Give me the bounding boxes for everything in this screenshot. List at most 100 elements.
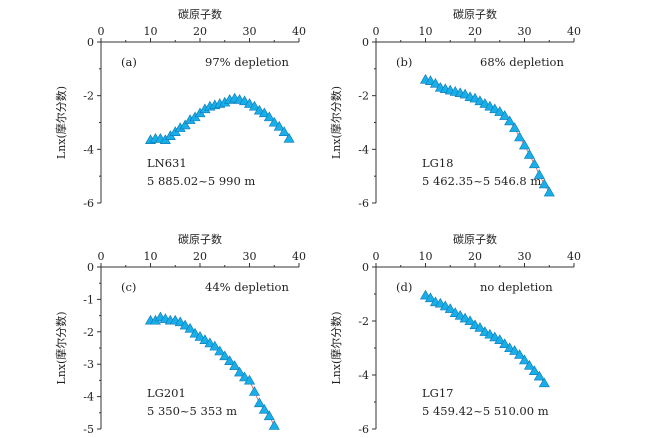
data-point bbox=[263, 410, 275, 421]
x-axis-title: 碳原子数 bbox=[453, 7, 497, 21]
data-point bbox=[424, 292, 436, 303]
data-point bbox=[224, 355, 236, 366]
data-point bbox=[518, 139, 531, 150]
x-axis-title: 碳原子数 bbox=[178, 7, 222, 21]
x-tick-label: 0 bbox=[98, 25, 105, 38]
y-tick-label: -5 bbox=[83, 423, 94, 436]
panel-label: (c) bbox=[121, 280, 136, 294]
data-point bbox=[248, 386, 260, 396]
x-tick-label: 0 bbox=[98, 250, 105, 263]
x-tick-label: 10 bbox=[419, 250, 433, 263]
depth-range: 5 885.02~5 990 m bbox=[147, 174, 255, 188]
data-point bbox=[234, 366, 246, 377]
data-point bbox=[499, 338, 511, 349]
y-tick-label: -2 bbox=[83, 326, 94, 339]
y-tick-label: -6 bbox=[358, 197, 369, 210]
x-tick-label: 40 bbox=[292, 25, 306, 38]
y-tick-label: 0 bbox=[87, 261, 94, 274]
y-tick-label: -3 bbox=[83, 358, 94, 371]
x-tick-label: 0 bbox=[373, 250, 380, 263]
well-name: LG17 bbox=[422, 386, 453, 400]
data-point bbox=[464, 315, 476, 326]
y-axis-title: Lnx(摩尔分数) bbox=[54, 86, 68, 159]
data-point bbox=[258, 107, 270, 118]
data-point bbox=[528, 365, 540, 376]
x-tick-label: 0 bbox=[373, 25, 380, 38]
data-point bbox=[239, 371, 251, 382]
data-point bbox=[174, 316, 186, 327]
x-tick-label: 40 bbox=[567, 25, 581, 38]
well-name: LN631 bbox=[147, 156, 187, 170]
data-point bbox=[253, 397, 265, 408]
data-point bbox=[494, 106, 506, 116]
panel-c: 碳原子数 0 10 20 30 40 0 -1 -2 -3 -4 -5 Lnx(摩尔分数) (c) 44% … bbox=[54, 232, 306, 436]
data-point bbox=[509, 345, 521, 355]
x-tick-label: 20 bbox=[468, 25, 482, 38]
y-tick-label: -1 bbox=[83, 293, 94, 306]
y-tick-label: -4 bbox=[358, 143, 369, 156]
x-tick-label: 40 bbox=[567, 250, 581, 263]
y-tick-label: -2 bbox=[358, 90, 369, 103]
data-point bbox=[204, 337, 216, 348]
data-point bbox=[518, 354, 531, 365]
panel-a: 碳原子数 0 10 20 30 40 0 -2 -4 -6 Lnx(摩尔分数) (a) 97% depl… bbox=[54, 7, 306, 210]
depth-range: 5 462.35~5 546.8 m bbox=[422, 174, 541, 188]
panel-label: (a) bbox=[121, 55, 137, 69]
data-point bbox=[179, 119, 191, 130]
panel-b: 碳原子数 0 10 20 30 40 0 -2 -4 -6 Lnx(摩尔分数) (b) 68% depl… bbox=[329, 7, 581, 210]
well-name: LG18 bbox=[422, 156, 453, 170]
x-axis-title: 碳原子数 bbox=[453, 232, 497, 246]
data-point bbox=[474, 322, 486, 332]
depth-range: 5 459.42~5 510.00 m bbox=[422, 404, 549, 418]
y-tick-label: -2 bbox=[83, 90, 94, 103]
data-point bbox=[514, 131, 526, 142]
depletion-annotation: 97% depletion bbox=[205, 55, 289, 69]
data-point bbox=[268, 420, 280, 430]
data-point bbox=[263, 111, 275, 122]
data-point bbox=[429, 77, 441, 88]
data-point bbox=[538, 178, 550, 189]
data-point bbox=[199, 334, 211, 344]
data-point bbox=[523, 359, 535, 370]
y-tick-label: 0 bbox=[362, 36, 369, 49]
data-point bbox=[509, 122, 521, 132]
y-tick-label: -4 bbox=[83, 391, 94, 404]
depletion-annotation: no depletion bbox=[480, 280, 553, 294]
y-tick-label: -4 bbox=[358, 369, 369, 382]
data-point bbox=[273, 120, 285, 131]
x-tick-label: 20 bbox=[468, 250, 482, 263]
y-tick-label: 0 bbox=[87, 36, 94, 49]
panel-label: (b) bbox=[396, 55, 412, 69]
data-point bbox=[268, 116, 280, 127]
data-point bbox=[504, 115, 516, 126]
data-point bbox=[538, 377, 550, 388]
data-point bbox=[533, 370, 545, 381]
data-point bbox=[248, 100, 260, 111]
data-point bbox=[283, 132, 295, 143]
depletion-annotation: 44% depletion bbox=[205, 280, 289, 294]
data-point bbox=[258, 403, 270, 414]
y-axis-title: Lnx(摩尔分数) bbox=[329, 311, 343, 384]
y-tick-label: -6 bbox=[83, 197, 94, 210]
panel-label: (d) bbox=[396, 280, 412, 294]
data-point bbox=[179, 319, 191, 330]
x-tick-label: 30 bbox=[243, 25, 257, 38]
data-point bbox=[499, 110, 511, 120]
well-name: LG201 bbox=[147, 386, 186, 400]
x-tick-label: 10 bbox=[419, 25, 433, 38]
data-point bbox=[194, 331, 206, 341]
x-axis-title: 碳原子数 bbox=[178, 232, 222, 246]
x-tick-label: 10 bbox=[144, 250, 158, 263]
x-tick-label: 20 bbox=[193, 25, 207, 38]
data-point bbox=[533, 169, 545, 179]
data-point bbox=[219, 350, 231, 361]
depth-range: 5 350~5 353 m bbox=[147, 404, 237, 418]
y-axis-title: Lnx(摩尔分数) bbox=[54, 311, 68, 384]
data-point bbox=[243, 374, 256, 385]
data-point bbox=[278, 126, 290, 136]
data-point bbox=[214, 345, 226, 356]
data-point bbox=[229, 360, 241, 370]
x-tick-label: 30 bbox=[518, 250, 532, 263]
panel-d: 碳原子数 0 10 20 30 40 0 -2 -4 -6 Lnx(摩尔分数) (d) no deple… bbox=[329, 232, 581, 436]
